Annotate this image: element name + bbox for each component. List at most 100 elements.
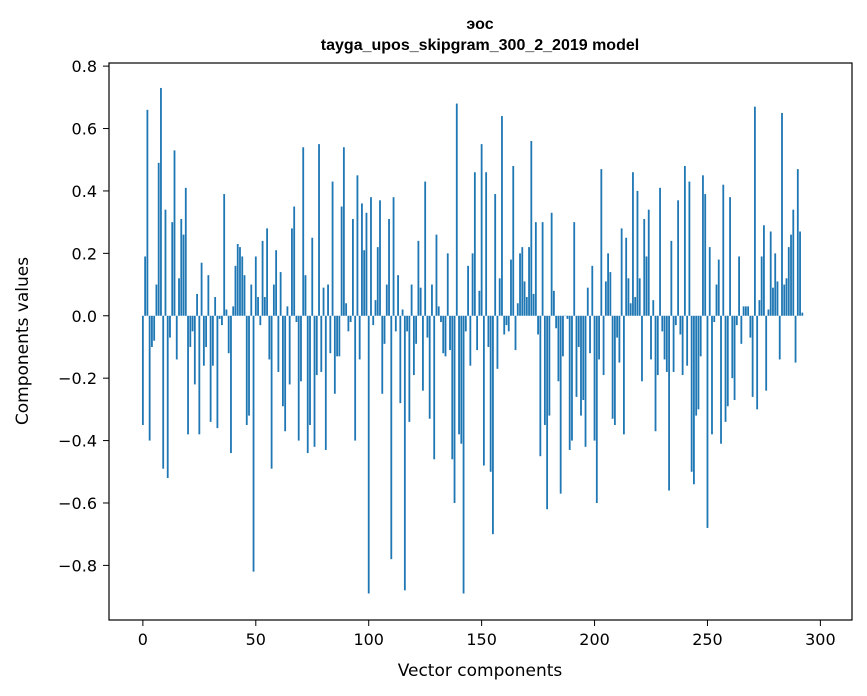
bar-235 [672, 315, 675, 372]
bar-215 [627, 278, 630, 316]
bar-189 [568, 315, 571, 450]
bar-103 [374, 300, 377, 316]
bar-270 [751, 315, 754, 397]
bar-70 [300, 315, 302, 382]
bar-284 [783, 284, 786, 316]
bar-99 [365, 212, 368, 316]
bar-274 [760, 256, 763, 316]
y-tick-label: −0.2 [58, 369, 97, 388]
bar-238 [679, 315, 682, 335]
bar-67 [293, 206, 296, 316]
bar-82 [327, 284, 329, 316]
bar-102 [372, 315, 375, 326]
bar-128 [431, 284, 433, 316]
bar-184 [557, 315, 560, 382]
bar-260 [729, 197, 731, 316]
bar-265 [740, 315, 743, 344]
bar-239 [681, 315, 684, 376]
bar-292 [801, 312, 804, 316]
bar-144 [467, 265, 469, 316]
bar-272 [756, 315, 759, 410]
bar-181 [550, 212, 553, 316]
bar-120 [412, 315, 415, 376]
bar-246 [697, 315, 700, 410]
bar-248 [702, 175, 704, 316]
bar-218 [634, 297, 637, 316]
bar-287 [790, 234, 792, 316]
bar-241 [686, 315, 689, 366]
bar-188 [566, 315, 569, 319]
bar-8 [160, 87, 162, 316]
x-axis: 0 50 100 150 200 250 300 [138, 620, 836, 649]
bar-273 [758, 300, 761, 316]
bar-106 [381, 315, 384, 394]
bar-164 [512, 165, 515, 316]
x-axis-label: Vector components [398, 661, 563, 681]
bar-244 [693, 315, 695, 485]
bar-193 [577, 315, 580, 347]
y-tick-label: −0.4 [58, 432, 97, 451]
bar-288 [792, 209, 795, 316]
bar-36 [223, 194, 226, 316]
bar-256 [720, 315, 722, 444]
bar-78 [318, 144, 320, 316]
bar-46 [245, 315, 248, 425]
y-tick-label: 0.6 [72, 120, 97, 139]
bar-47 [248, 315, 250, 416]
bar-211 [618, 315, 621, 363]
bar-97 [361, 203, 363, 316]
bar-266 [742, 306, 745, 316]
bar-163 [510, 259, 512, 316]
plot-frame [108, 62, 853, 621]
bar-195 [582, 315, 585, 401]
bar-65 [288, 315, 291, 385]
bar-119 [410, 284, 413, 316]
bar-224 [647, 209, 650, 316]
bar-116 [403, 315, 406, 591]
bar-262 [733, 315, 736, 401]
bar-234 [670, 240, 673, 316]
bar-81 [324, 315, 327, 450]
bar-213 [623, 315, 625, 435]
bar-185 [559, 315, 562, 494]
bar-63 [284, 315, 287, 432]
bar-149 [478, 290, 481, 316]
bar-192 [575, 315, 578, 397]
y-tick-label: 0.0 [72, 307, 97, 326]
bar-4 [151, 315, 153, 347]
bar-139 [455, 103, 458, 316]
bar-258 [724, 315, 727, 422]
bar-281 [776, 281, 779, 316]
bar-212 [620, 228, 623, 316]
bar-250 [706, 315, 709, 528]
bar-253 [713, 315, 716, 322]
bar-275 [763, 225, 765, 316]
bar-169 [523, 281, 526, 316]
bar-160 [503, 315, 506, 335]
bar-222 [643, 219, 646, 316]
bar-196 [584, 315, 587, 447]
bar-286 [787, 247, 790, 316]
bar-26 [200, 262, 203, 316]
bar-11 [166, 315, 169, 479]
bar-30 [209, 315, 212, 422]
bar-243 [690, 315, 693, 472]
y-tick-label: 0.4 [72, 182, 97, 201]
bar-177 [541, 222, 544, 316]
bar-129 [433, 315, 436, 460]
bar-127 [428, 315, 431, 419]
bar-94 [354, 315, 357, 441]
bar-228 [656, 315, 659, 376]
bar-159 [501, 116, 503, 316]
bar-220 [638, 278, 641, 316]
bar-96 [358, 315, 361, 360]
bar-279 [772, 287, 774, 316]
bar-263 [735, 315, 738, 326]
bar-216 [629, 303, 632, 316]
bar-131 [437, 306, 440, 316]
bar-71 [302, 147, 305, 316]
bar-19 [184, 187, 187, 316]
bar-271 [753, 106, 756, 316]
bar-90 [345, 303, 348, 316]
bar-45 [243, 275, 246, 316]
